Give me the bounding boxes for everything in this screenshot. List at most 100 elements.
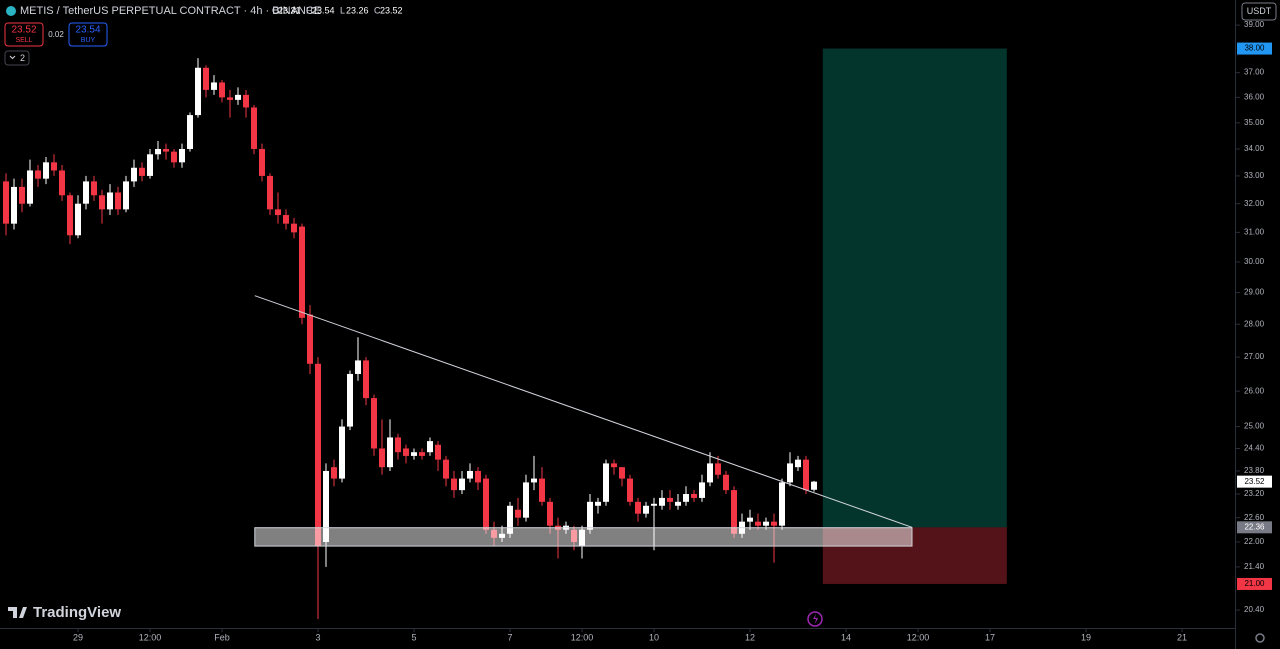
price-label: 21.00: [1244, 579, 1265, 588]
candle-body: [59, 170, 65, 196]
x-tick-label: 12: [745, 632, 755, 642]
y-tick-label: 33.00: [1244, 171, 1265, 180]
candle-body: [227, 97, 233, 100]
candle-body: [395, 437, 401, 453]
ohlc-value: 23.31: [278, 5, 301, 15]
candle-body: [339, 426, 345, 479]
candle-body: [763, 521, 769, 526]
candle-body: [427, 441, 433, 453]
candle-body: [267, 175, 273, 210]
price-label-bg: [1237, 521, 1272, 534]
candle-body: [475, 470, 481, 483]
candle-body: [435, 444, 441, 460]
indicators-toggle[interactable]: [4, 50, 30, 66]
buy-button[interactable]: [68, 22, 108, 47]
candle-body: [467, 470, 473, 479]
candle-body: [691, 494, 697, 498]
candle-body: [283, 215, 289, 224]
candle-body: [323, 470, 329, 542]
x-tick-label: Feb: [214, 632, 230, 642]
y-tick-label: 36.00: [1244, 92, 1265, 101]
candle-body: [203, 67, 209, 90]
candle-body: [779, 482, 785, 526]
x-tick-label: 12:00: [571, 632, 594, 642]
candle-body: [11, 186, 17, 224]
candle-body: [19, 186, 25, 204]
candle-body: [611, 463, 617, 468]
candle-body: [67, 195, 73, 236]
candle-body: [507, 505, 513, 534]
y-tick-label: 25.00: [1244, 422, 1265, 431]
candle-body: [659, 497, 665, 506]
candle-body: [75, 203, 81, 236]
candle-body: [35, 170, 41, 179]
candle-body: [123, 181, 129, 210]
ohlc-value: 23.52: [380, 5, 403, 15]
candle-body: [627, 478, 633, 502]
y-tick-label: 35.00: [1244, 118, 1265, 127]
candle-body: [51, 162, 57, 171]
y-tick-label: 22.00: [1244, 537, 1265, 546]
y-tick-label: 34.00: [1244, 144, 1265, 153]
y-tick-label: 30.00: [1244, 257, 1265, 266]
x-tick-label: 5: [411, 632, 416, 642]
candle-body: [731, 490, 737, 534]
ohlc-letter: H: [306, 5, 313, 15]
candle-body: [547, 501, 553, 526]
price-label: 23.52: [1244, 477, 1265, 486]
currency-button[interactable]: [1241, 2, 1277, 21]
candle-body: [747, 517, 753, 522]
y-tick-label: 29.00: [1244, 288, 1265, 297]
candle-body: [27, 170, 33, 204]
settings-icon[interactable]: [1255, 633, 1265, 643]
ohlc-value: 23.54: [312, 5, 335, 15]
y-tick-label: 28.00: [1244, 319, 1265, 328]
candle-body: [451, 478, 457, 491]
x-tick-label: 12:00: [907, 632, 930, 642]
candle-body: [187, 115, 193, 149]
candle-body: [387, 437, 393, 468]
sell-button[interactable]: [4, 22, 44, 47]
candle-body: [275, 209, 281, 216]
candle-body: [83, 181, 89, 204]
y-tick-label: 39.00: [1244, 20, 1265, 29]
x-tick-label: 10: [649, 632, 659, 642]
candle-body: [355, 360, 361, 374]
y-tick-label: 21.40: [1244, 562, 1265, 571]
sell-price: 23.52: [11, 25, 36, 36]
candle-body: [539, 478, 545, 502]
candle-body: [299, 226, 305, 318]
x-tick-label: 14: [841, 632, 851, 642]
candle-body: [147, 154, 153, 176]
candle-body: [411, 452, 417, 456]
candle-body: [171, 151, 177, 163]
spread: 0.02: [48, 30, 64, 39]
x-tick-label: 3: [315, 632, 320, 642]
brand-logo: TradingView: [8, 604, 121, 621]
buy-price: 23.54: [75, 25, 100, 36]
candle-body: [643, 505, 649, 514]
candle-body: [603, 463, 609, 502]
x-tick-label: 21: [1177, 632, 1187, 642]
candle-body: [99, 195, 105, 210]
candle-body: [587, 501, 593, 530]
candle-body: [755, 521, 761, 526]
candle-body: [715, 463, 721, 475]
y-tick-label: 24.40: [1244, 444, 1265, 453]
x-tick-label: 29: [73, 632, 83, 642]
candle-body: [787, 463, 793, 483]
y-tick-label: 26.00: [1244, 386, 1265, 395]
candle-body: [91, 181, 97, 196]
y-tick-label: 22.60: [1244, 513, 1265, 522]
candle-body: [459, 478, 465, 491]
candle-body: [811, 481, 817, 490]
x-tick-label: 19: [1081, 632, 1091, 642]
y-tick-label: 27.00: [1244, 352, 1265, 361]
candle-body: [235, 94, 241, 100]
candle-body: [347, 373, 353, 427]
candle-body: [291, 223, 297, 233]
event-icon[interactable]: [807, 611, 823, 627]
